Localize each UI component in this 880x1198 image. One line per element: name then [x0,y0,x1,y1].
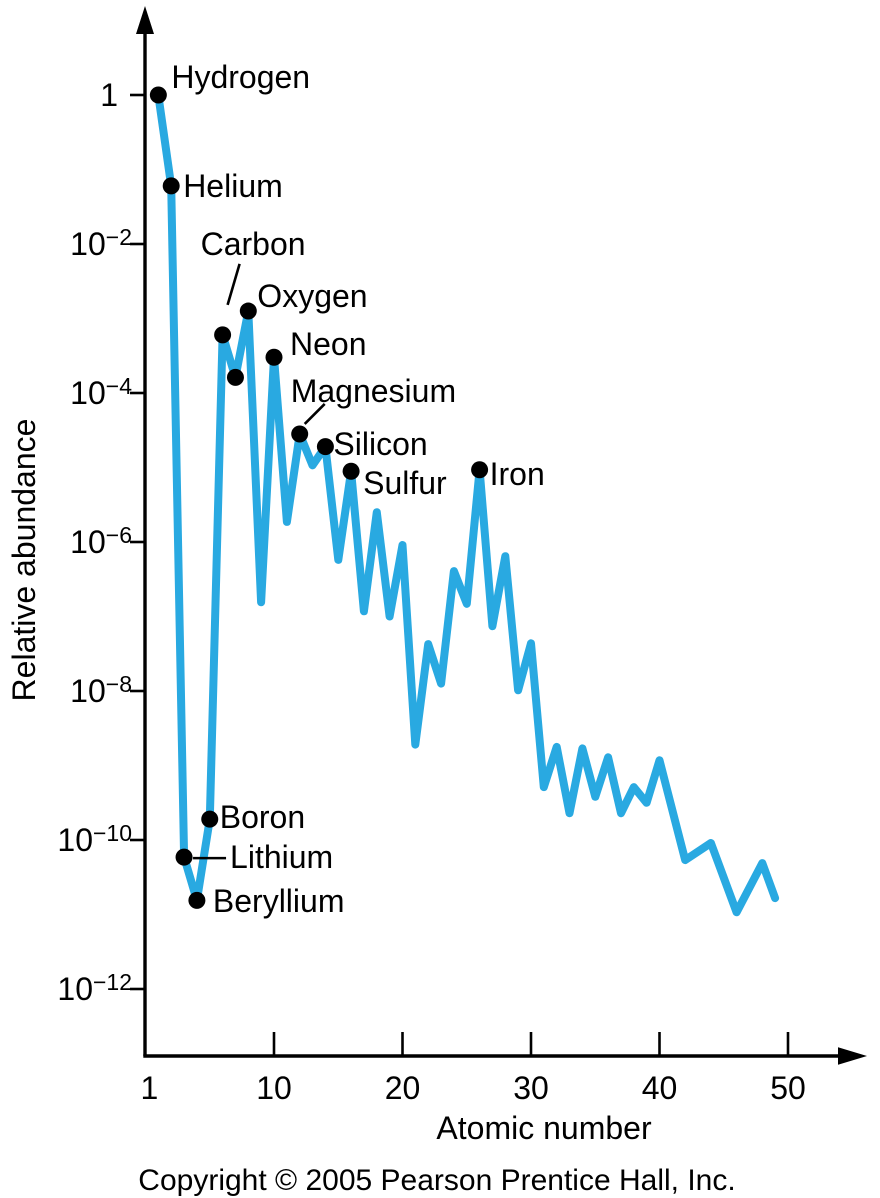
x-tick-label-50: 50 [770,1070,806,1106]
element-label-sulfur: Sulfur [363,465,447,502]
element-dot [175,848,193,866]
element-dot [342,462,360,480]
x-tick-label-10: 10 [256,1070,292,1106]
element-label-neon: Neon [290,326,367,363]
element-label-magnesium: Magnesium [290,372,457,409]
element-dot [201,810,219,828]
element-dot [265,348,283,366]
y-tick-label--2: 10−2 [70,224,132,262]
y-tick-label--12: 10−12 [57,969,132,1007]
element-dot [188,891,206,909]
x-tick-label-1: 1 [140,1070,159,1106]
element-dot [226,368,244,386]
element-label-oxygen: Oxygen [257,278,368,315]
element-dot [149,86,167,104]
x-tick-label-20: 20 [384,1070,421,1106]
element-label-lithium: Lithium [230,839,334,876]
element-label-silicon: Silicon [333,425,428,462]
element-dot [471,461,489,479]
label-leader-line [303,403,326,425]
element-label-boron: Boron [219,799,306,836]
element-dot [316,438,334,456]
element-label-carbon: Carbon [200,225,306,262]
x-axis-title: Atomic number [436,1110,652,1146]
element-label-helium: Helium [183,167,283,204]
y-axis-title: Relative abundance [6,418,42,702]
element-label-beryllium: Beryllium [212,883,345,920]
element-dot [291,425,309,443]
y-tick-label--10: 10−10 [57,820,132,858]
element-dot [162,177,180,195]
element-label-hydrogen: Hydrogen [171,59,311,95]
y-tick-label--6: 10−6 [70,522,132,560]
x-axis-arrow-icon [838,1047,867,1065]
y-tick-label-0: 1 [100,77,118,113]
element-dot [214,326,232,344]
label-leader-line [226,263,241,306]
x-tick-label-30: 30 [513,1070,549,1106]
copyright-text: Copyright © 2005 Pearson Prentice Hall, … [138,1164,736,1197]
y-tick-label--4: 10−4 [70,373,132,411]
element-dot [239,302,257,320]
abundance-curve [154,91,780,917]
element-label-iron: Iron [489,455,545,492]
x-tick-label-40: 40 [641,1070,678,1106]
y-axis-arrow-icon [136,6,154,34]
y-tick-label--8: 10−8 [70,671,132,709]
